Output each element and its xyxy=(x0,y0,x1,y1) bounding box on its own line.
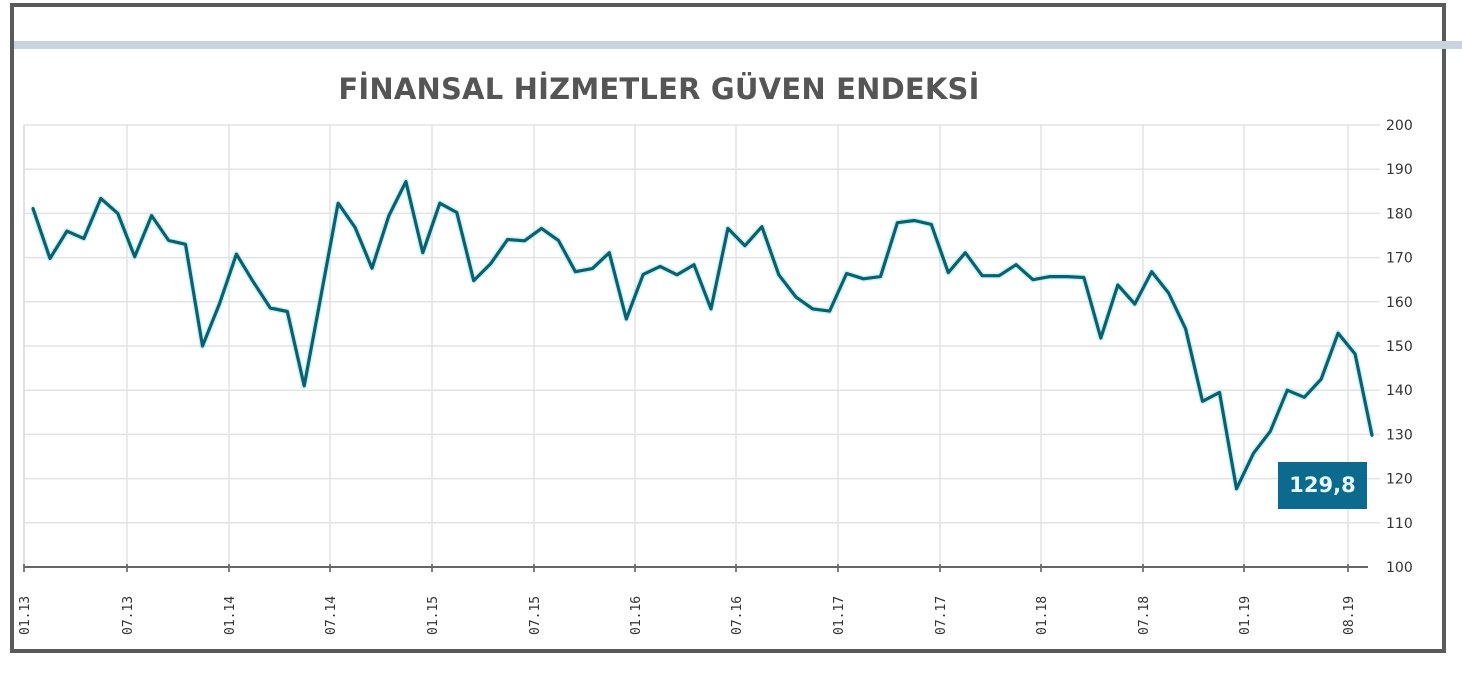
last-value-label: 129,8 xyxy=(1278,462,1367,509)
y-tick-label: 150 xyxy=(1386,339,1413,355)
x-tick-label: 01.17 xyxy=(832,596,847,635)
x-tick-label: 07.17 xyxy=(934,596,949,635)
x-tick-label: 01.16 xyxy=(629,596,644,635)
y-tick-label: 100 xyxy=(1386,560,1413,576)
x-tick-label: 01.19 xyxy=(1238,596,1253,635)
x-tick-label: 01.18 xyxy=(1035,596,1050,635)
chart-frame xyxy=(10,3,1446,653)
y-tick-label: 180 xyxy=(1386,206,1413,222)
x-tick-label: 08.19 xyxy=(1342,596,1357,635)
chart-title: FİNANSAL HİZMETLER GÜVEN ENDEKSİ xyxy=(0,72,1318,106)
x-tick-label: 01.13 xyxy=(18,596,33,635)
gridlines xyxy=(23,124,1380,567)
x-tick-label: 07.13 xyxy=(121,596,136,635)
axes: 200 190 180 170 160 150 140 130 120 110 100 01.13 07… xyxy=(18,118,1413,635)
data-series xyxy=(30,178,1375,492)
series-line-glow xyxy=(30,178,1375,492)
y-tick-label: 190 xyxy=(1386,162,1413,178)
x-tick-label: 07.16 xyxy=(730,596,745,635)
series-line xyxy=(31,180,1374,491)
chart-title-text: FİNANSAL HİZMETLER GÜVEN ENDEKSİ xyxy=(338,72,980,106)
x-tick-label: 07.15 xyxy=(528,596,543,635)
y-tick-label: 200 xyxy=(1386,118,1413,134)
y-tick-label: 110 xyxy=(1386,516,1413,532)
y-tick-label: 170 xyxy=(1386,251,1413,267)
x-tick-label: 07.18 xyxy=(1137,596,1152,635)
x-tick-label: 01.15 xyxy=(426,596,441,635)
x-tick-label: 07.14 xyxy=(324,596,339,635)
y-tick-label: 160 xyxy=(1386,295,1413,311)
y-tick-label: 130 xyxy=(1386,427,1413,443)
y-tick-label: 140 xyxy=(1386,383,1413,399)
x-tick-label: 01.14 xyxy=(223,596,238,635)
y-tick-label: 120 xyxy=(1386,472,1413,488)
header-band xyxy=(14,41,1462,49)
